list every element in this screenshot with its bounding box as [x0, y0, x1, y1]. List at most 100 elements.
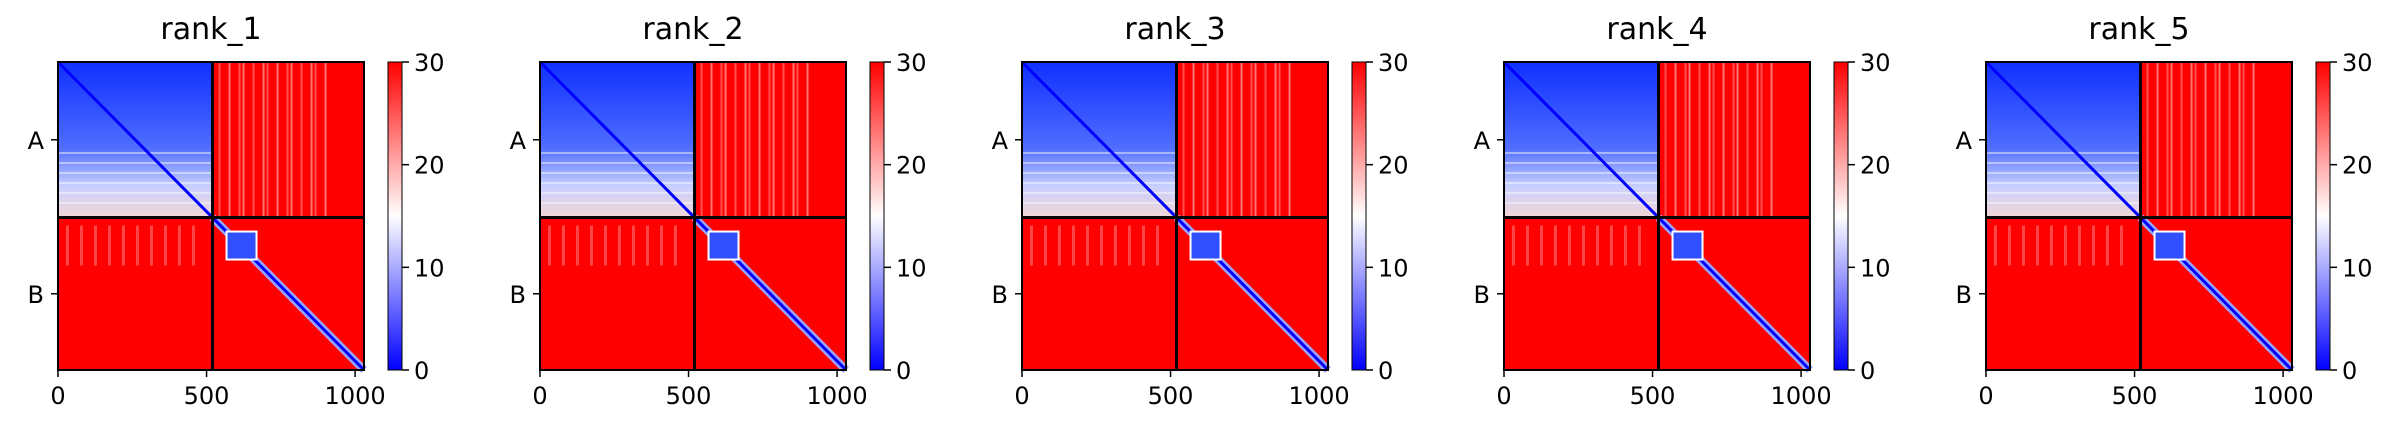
texture-stripe — [1128, 225, 1131, 266]
texture-stripe — [1512, 225, 1515, 266]
texture-stripe — [290, 62, 293, 218]
texture-stripe — [2190, 62, 2193, 218]
texture-stripe — [1684, 62, 1687, 218]
x-tick-label: 0 — [1014, 382, 1029, 410]
texture-stripe — [562, 225, 565, 266]
quadrant-b-a — [1986, 217, 2141, 370]
x-tick-label: 0 — [50, 382, 65, 410]
texture-stripe — [1022, 172, 1177, 174]
texture-stripe — [1182, 62, 1185, 218]
texture-stripe — [2036, 225, 2039, 266]
texture-stripe — [1142, 225, 1145, 266]
texture-stripe — [1086, 225, 1089, 266]
texture-stripe — [618, 225, 621, 266]
texture-stripe — [1288, 62, 1291, 218]
texture-stripe — [2228, 62, 2231, 218]
texture-stripe — [2242, 62, 2245, 218]
texture-stripe — [792, 62, 795, 218]
diagonal-a — [1984, 60, 2142, 219]
y-tick-label: A — [992, 127, 1009, 155]
texture-stripe — [1022, 162, 1177, 164]
texture-stripe — [1022, 182, 1177, 184]
texture-stripe — [1664, 62, 1667, 218]
texture-stripe — [1030, 225, 1033, 266]
texture-stripe — [2238, 62, 2241, 218]
domain-blob — [225, 230, 258, 261]
texture-stripe — [2106, 225, 2109, 266]
diagonal-a — [1502, 60, 1660, 219]
texture-stripe — [58, 192, 213, 194]
colorbar-tick-label: 10 — [2342, 254, 2373, 282]
colorbar — [2315, 61, 2331, 371]
colorbar-tick-label: 10 — [1378, 254, 1409, 282]
texture-stripe — [178, 225, 181, 266]
colorbar — [1833, 61, 1849, 371]
colorbar-tick-label: 0 — [1860, 357, 1875, 385]
texture-stripe — [66, 225, 69, 266]
texture-stripe — [806, 62, 809, 218]
texture-stripe — [1756, 62, 1759, 218]
colorbar-tick-label: 10 — [414, 254, 445, 282]
axes-frame — [1985, 61, 2293, 371]
x-tick-label: 0 — [532, 382, 547, 410]
panel-title: rank_5 — [2088, 12, 2190, 47]
texture-stripe — [310, 62, 313, 218]
heatmap-panel-4: rank_4 0 500 1000 A B 0 10 20 30 — [1446, 0, 1926, 438]
texture-stripe — [734, 62, 737, 218]
texture-stripe — [2050, 225, 2053, 266]
texture-stripe — [1022, 202, 1177, 204]
y-tick-label: A — [510, 127, 527, 155]
texture-stripe — [540, 202, 695, 204]
texture-stripe — [1230, 62, 1233, 218]
colorbar-tick-label: 30 — [2342, 49, 2373, 77]
texture-stripe — [1540, 225, 1543, 266]
domain-blob — [1671, 230, 1704, 261]
axes-frame — [539, 61, 847, 371]
texture-stripe — [632, 225, 635, 266]
x-tick-label: 1000 — [1771, 382, 1832, 410]
texture-stripe — [1504, 152, 1659, 154]
texture-stripe — [590, 225, 593, 266]
colorbar-tick-label: 0 — [414, 357, 429, 385]
texture-stripe — [1504, 162, 1659, 164]
texture-stripe — [1206, 62, 1209, 218]
texture-stripe — [1058, 225, 1061, 266]
panel-title: rank_2 — [642, 12, 744, 47]
texture-stripe — [324, 62, 327, 218]
texture-stripe — [2156, 62, 2159, 218]
colorbar — [869, 61, 885, 371]
texture-stripe — [1986, 162, 2141, 164]
x-tick-label: 1000 — [325, 382, 386, 410]
x-tick-label: 500 — [2112, 382, 2158, 410]
axes-frame — [1503, 61, 1811, 371]
texture-stripe — [262, 62, 265, 218]
colorbar-tick-label: 0 — [2342, 357, 2357, 385]
texture-stripe — [2146, 62, 2149, 218]
texture-stripe — [1192, 62, 1195, 218]
texture-stripe — [58, 182, 213, 184]
texture-stripe — [604, 225, 607, 266]
texture-stripe — [700, 62, 703, 218]
y-tick-label: B — [1474, 281, 1490, 309]
diagonal-a — [538, 60, 696, 219]
x-tick-label: 1000 — [807, 382, 868, 410]
colorbar-tick-label: 10 — [1860, 254, 1891, 282]
texture-stripe — [1746, 62, 1749, 218]
texture-stripe — [1708, 62, 1711, 218]
quadrant-b-a — [58, 217, 213, 370]
texture-stripe — [1688, 62, 1691, 218]
quadrant-b-a — [1022, 217, 1177, 370]
texture-stripe — [548, 225, 551, 266]
texture-stripe — [1526, 225, 1529, 266]
colorbar-tick-label: 20 — [2342, 152, 2373, 180]
colorbar-tick-label: 20 — [1860, 152, 1891, 180]
texture-stripe — [300, 62, 303, 218]
texture-stripe — [80, 225, 83, 266]
texture-stripe — [122, 225, 125, 266]
y-tick-label: A — [1956, 127, 1973, 155]
texture-stripe — [758, 62, 761, 218]
texture-stripe — [2204, 62, 2207, 218]
texture-stripe — [1044, 225, 1047, 266]
texture-stripe — [1568, 225, 1571, 266]
texture-stripe — [1022, 152, 1177, 154]
